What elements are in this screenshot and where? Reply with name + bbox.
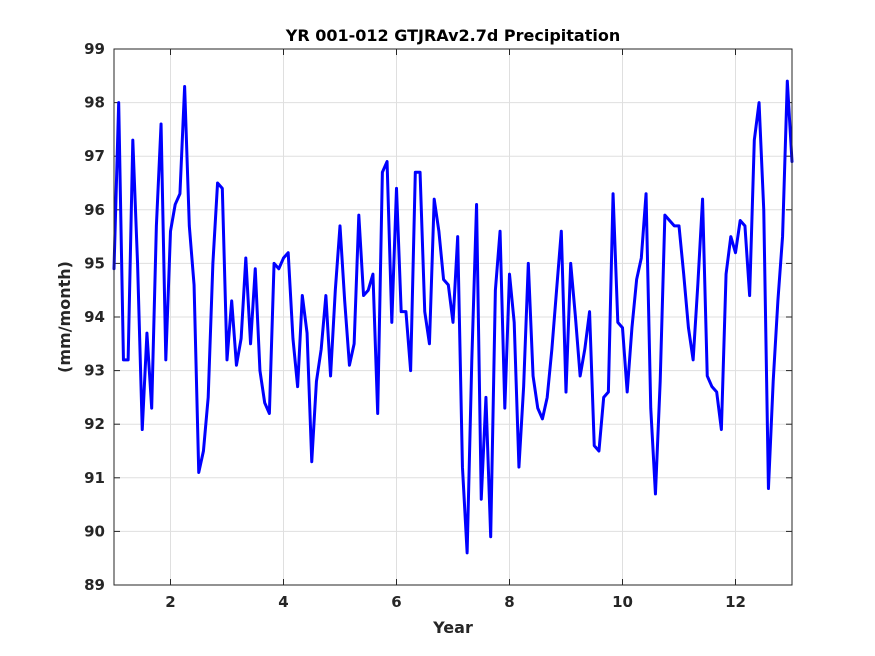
y-tick-label: 91 — [84, 469, 105, 487]
y-tick-label: 93 — [84, 362, 105, 380]
y-tick-labels: 89 90 91 92 93 94 95 96 97 98 99 — [84, 40, 105, 594]
x-tick-label: 8 — [504, 593, 514, 611]
x-tick-label: 2 — [165, 593, 175, 611]
x-tick-label: 4 — [278, 593, 288, 611]
series-group — [112, 79, 794, 555]
y-tick-label: 98 — [84, 94, 105, 112]
x-tick-label: 12 — [725, 593, 746, 611]
axes-frame — [113, 48, 793, 586]
y-tick-label: 94 — [84, 308, 105, 326]
x-tick-labels: 2 4 6 8 10 12 — [165, 593, 746, 611]
y-tick-label: 89 — [84, 576, 105, 594]
precipitation-series-line — [112, 79, 794, 555]
y-axis-label: (mm/month) — [55, 261, 74, 373]
y-tick-label: 90 — [84, 522, 105, 540]
y-tick-label: 95 — [84, 254, 105, 272]
x-tick-label: 10 — [612, 593, 633, 611]
chart-title: YR 001-012 GTJRAv2.7d Precipitation — [285, 26, 620, 45]
y-tick-label: 97 — [84, 147, 105, 165]
y-tick-label: 99 — [84, 40, 105, 58]
x-axis-label: Year — [432, 618, 473, 637]
y-tick-label: 96 — [84, 201, 105, 219]
x-tick-label: 6 — [391, 593, 401, 611]
y-tick-label: 92 — [84, 415, 105, 433]
